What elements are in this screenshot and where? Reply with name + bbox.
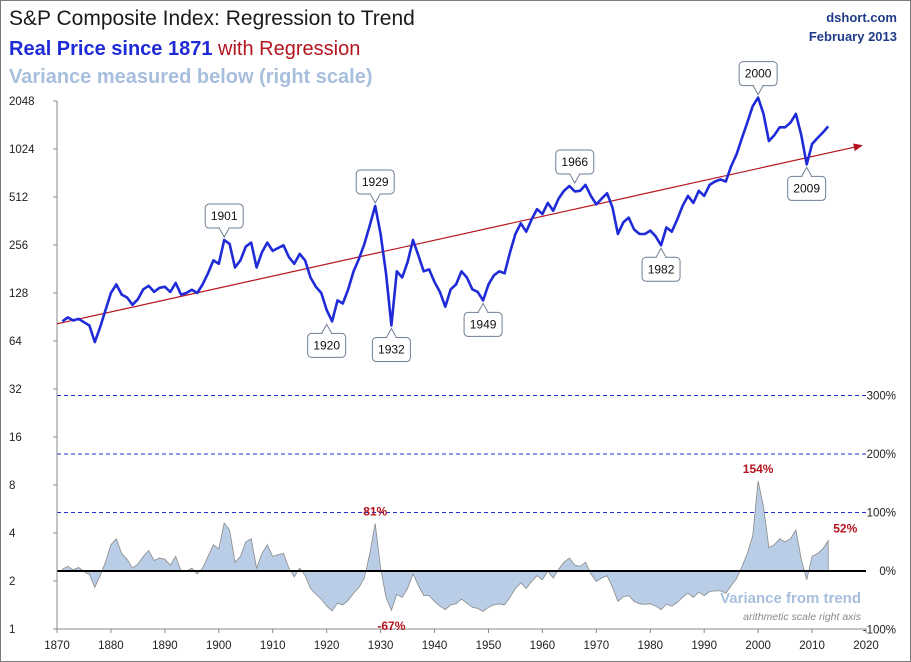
right-tick-label: -100% <box>863 625 896 637</box>
regression-trend-line <box>56 145 861 325</box>
variance-area <box>62 480 829 612</box>
variance-fill <box>62 480 829 612</box>
right-tick-label: 0% <box>879 566 896 578</box>
grid-lines <box>57 395 866 513</box>
x-tick-label: 1970 <box>584 640 610 652</box>
x-tick-label: 2020 <box>853 640 879 652</box>
callout-1982: 1982 <box>641 247 681 282</box>
left-tick-label: 32 <box>9 384 22 396</box>
callout-2000: 2000 <box>738 61 778 96</box>
left-tick-label: 8 <box>9 480 15 492</box>
callout-1920: 1920 <box>307 323 347 358</box>
left-tick-label: 128 <box>9 288 28 300</box>
callout-label: 1929 <box>362 175 389 189</box>
right-tick-label: 300% <box>867 391 896 403</box>
subtitle-regression: with Regression <box>218 38 361 60</box>
axes: 1 2 4 8 16 32 64 128 256 512 1024 2048 -100% 0% 100% 20… <box>9 96 896 652</box>
callout-pointer <box>477 302 489 313</box>
x-tick-label: 1920 <box>314 640 340 652</box>
callout-label: 1920 <box>313 338 340 352</box>
callout-label: 1932 <box>378 343 405 357</box>
callout-pointer <box>800 166 813 177</box>
left-tick-label: 4 <box>9 528 16 540</box>
callout-pointer <box>218 227 231 239</box>
callout-label: 2009 <box>793 181 820 195</box>
chart-subtitle: Real Price since 1871 with Regression <box>9 38 360 61</box>
x-tick-label: 1870 <box>44 640 70 652</box>
variance-label--67pct: -67% <box>377 619 405 633</box>
variance-label-52pct: 52% <box>833 522 857 536</box>
x-tick-label: 1950 <box>476 640 502 652</box>
callout-1949: 1949 <box>463 302 503 337</box>
callouts: 1901 1920 1929 1932 1949 1966 1982 2000 2009 <box>204 61 827 363</box>
subtitle-real-price: Real Price since 1871 <box>9 38 213 60</box>
callout-pointer <box>752 85 764 96</box>
callout-pointer <box>369 193 382 204</box>
callout-label: 1982 <box>648 262 675 276</box>
source-date: February 2013 <box>808 29 897 44</box>
callout-2009: 2009 <box>787 166 827 201</box>
variance-label-81pct: 81% <box>363 505 387 519</box>
x-tick-label: 1940 <box>422 640 448 652</box>
left-tick-label: 256 <box>9 240 28 252</box>
variance-label-154pct: 154% <box>743 462 774 476</box>
left-tick-label: 2 <box>9 576 15 588</box>
x-tick-label: 1880 <box>98 640 124 652</box>
callout-1932: 1932 <box>371 327 411 363</box>
regression-line <box>56 143 863 325</box>
callout-1929: 1929 <box>355 169 395 204</box>
left-tick-label: 1024 <box>9 144 35 156</box>
callout-1901: 1901 <box>204 203 244 239</box>
callout-pointer <box>655 247 667 258</box>
real-price-line <box>61 96 830 344</box>
callout-label: 1966 <box>561 155 588 169</box>
x-tick-label: 2010 <box>799 640 825 652</box>
callout-pointer <box>568 173 581 185</box>
right-tick-label: 100% <box>867 508 896 520</box>
left-tick-label: 16 <box>9 432 22 444</box>
left-tick-label: 64 <box>9 336 22 348</box>
x-tick-label: 1990 <box>691 640 717 652</box>
variance-note: arithmetic scale right axis <box>743 611 862 623</box>
left-tick-label: 1 <box>9 624 15 636</box>
regression-arrow-head <box>853 143 863 152</box>
x-tick-label: 1960 <box>530 640 556 652</box>
x-tick-label: 1900 <box>206 640 232 652</box>
callout-pointer <box>320 323 333 334</box>
x-tick-label: 2000 <box>745 640 771 652</box>
price-line <box>61 96 830 344</box>
variance-labels: 81% -67% 154% 52% Variance from trend arithme… <box>363 462 862 633</box>
callout-label: 1901 <box>211 209 238 223</box>
x-tick-label: 1910 <box>260 640 286 652</box>
callout-label: 1949 <box>470 317 497 331</box>
callout-1966: 1966 <box>555 149 595 185</box>
chart-title: S&P Composite Index: Regression to Trend <box>9 7 415 30</box>
callout-label: 2000 <box>745 67 772 81</box>
left-tick-label: 2048 <box>9 96 35 108</box>
right-tick-label: 200% <box>867 449 896 461</box>
x-tick-label: 1890 <box>152 640 178 652</box>
variance-title: Variance from trend <box>720 590 861 607</box>
x-tick-label: 1930 <box>368 640 394 652</box>
x-tick-label: 1980 <box>637 640 663 652</box>
left-tick-label: 512 <box>9 192 28 204</box>
source-site: dshort.com <box>826 10 897 25</box>
chart-subtitle-variance: Variance measured below (right scale) <box>9 66 373 88</box>
callout-pointer <box>385 327 398 339</box>
